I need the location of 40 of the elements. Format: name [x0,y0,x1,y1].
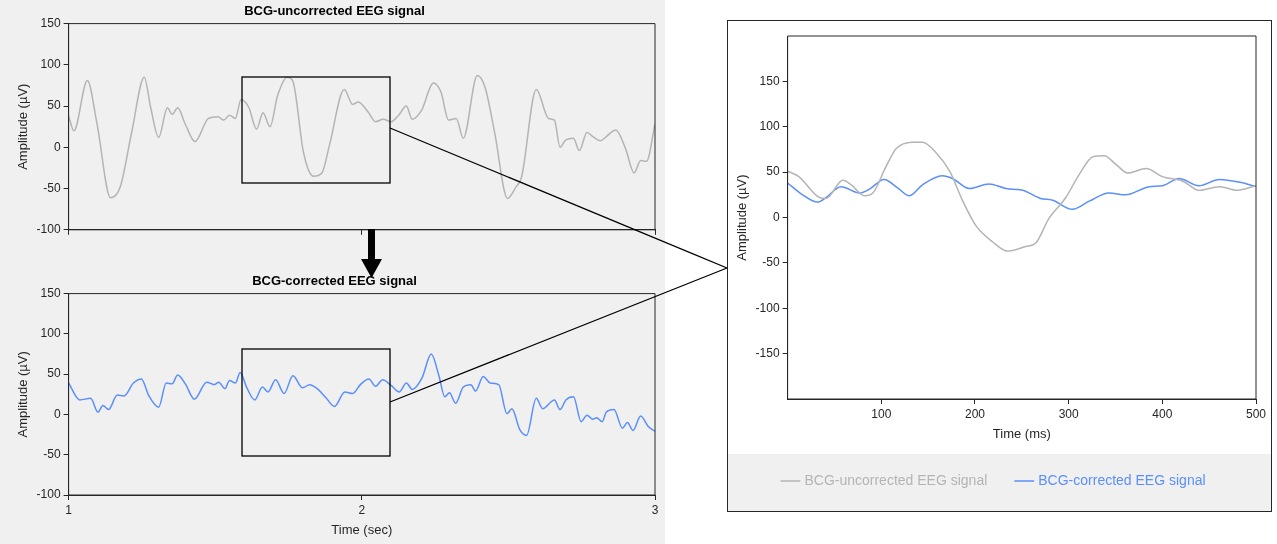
y-tick-label: -150 [755,345,780,360]
x-axis-title: Time (ms) [992,425,1051,441]
y-tick-label: 50 [47,98,61,113]
y-tick-label: -100 [36,222,61,237]
y-tick-label: 100 [759,119,780,134]
y-axis-title: Amplitude (µV) [15,351,31,438]
y-tick-label: -100 [36,487,61,502]
y-tick-label: 0 [772,209,780,224]
x-tick-label: 500 [1245,406,1267,421]
line-series [787,141,1256,252]
y-tick-label: 0 [53,406,61,421]
y-tick-label: 150 [40,15,61,30]
y-tick-label: -50 [43,180,61,195]
legend-label: BCG-corrected EEG signal [1038,471,1206,488]
legend-label: BCG-uncorrected EEG signal [804,471,988,488]
y-tick-label: 150 [40,285,61,300]
x-tick-label: 400 [1152,406,1173,421]
y-tick-label: 50 [766,164,780,179]
x-tick-label: 2 [358,502,366,517]
x-tick-label: 1 [65,502,73,517]
y-tick-label: -100 [755,300,780,315]
y-axis-title: Amplitude (µV) [734,174,750,261]
y-tick-label: 50 [47,366,61,381]
y-tick-label: -50 [43,447,61,462]
line-series [68,74,655,200]
y-tick-label: 100 [40,326,61,341]
x-tick-label: 100 [871,406,892,421]
line-series [68,353,655,437]
y-tick-label: 100 [40,57,61,72]
line-series [787,175,1256,211]
x-axis-title: Time (sec) [331,521,393,537]
x-tick-label: 200 [964,406,986,421]
x-tick-label: 3 [651,502,659,517]
y-tick-label: 0 [53,139,61,154]
chart-title: BCG-uncorrected EEG signal [244,3,425,19]
x-tick-label: 300 [1058,406,1079,421]
y-axis-title: Amplitude (µV) [15,83,31,170]
y-tick-label: 150 [759,73,780,88]
chart-title: BCG-corrected EEG signal [252,273,417,289]
y-tick-label: -50 [762,255,780,270]
